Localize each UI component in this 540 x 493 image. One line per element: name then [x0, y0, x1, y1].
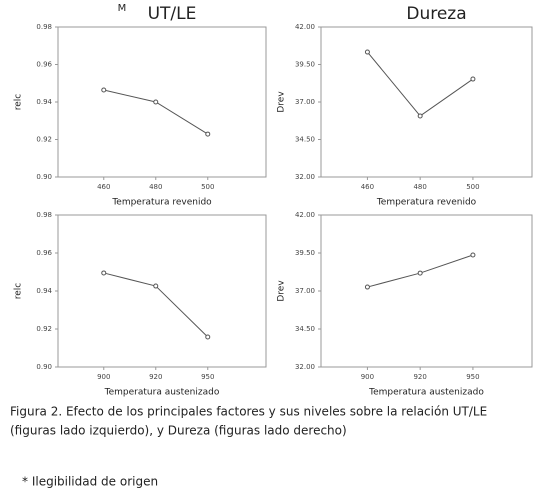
- x-tick-label: 920: [149, 373, 162, 381]
- y-tick-label: 42.00: [295, 211, 315, 219]
- y-tick-label: 32.00: [295, 363, 315, 371]
- data-point: [153, 283, 159, 289]
- data-point: [470, 252, 476, 258]
- plot-frame: [320, 26, 533, 178]
- y-tick-label: 37.00: [295, 287, 315, 295]
- y-tick-label: 0.96: [36, 249, 52, 257]
- data-point: [205, 131, 211, 137]
- x-tick-label: 950: [201, 373, 214, 381]
- note: * Ilegibilidad de origen: [22, 475, 158, 489]
- x-axis-label: Temperatura austenizado: [104, 388, 220, 398]
- plot-frame: [320, 214, 533, 368]
- x-tick-label: 950: [466, 373, 479, 381]
- y-tick-label: 34.50: [295, 136, 315, 144]
- y-tick-label: 0.92: [36, 136, 52, 144]
- data-line: [103, 89, 209, 135]
- plot-frame: [57, 26, 267, 178]
- y-tick-label: 34.50: [295, 325, 315, 333]
- y-axis-label: relc: [14, 283, 24, 300]
- data-point: [470, 76, 476, 82]
- x-axis-label: Temperatura austenizado: [368, 388, 484, 398]
- y-tick-label: 0.90: [36, 363, 52, 371]
- caption-line: Figura 2. Efecto de los principales fact…: [10, 405, 487, 419]
- x-axis-label: Temperatura revenido: [111, 198, 212, 208]
- data-point: [205, 334, 211, 340]
- data-line: [103, 272, 209, 338]
- x-tick-label: 460: [361, 183, 374, 191]
- y-tick-label: 0.98: [36, 23, 52, 31]
- x-tick-label: 480: [413, 183, 426, 191]
- x-tick-label: 500: [466, 183, 479, 191]
- plot-frame: [57, 214, 267, 368]
- y-axis-label: Drev: [277, 91, 287, 113]
- y-tick-label: 0.98: [36, 211, 52, 219]
- y-tick-label: 0.94: [36, 287, 52, 295]
- data-line: [367, 51, 474, 117]
- caption-line: (figuras lado izquierdo), y Dureza (figu…: [10, 424, 347, 438]
- chart-title: Dureza: [406, 4, 466, 24]
- y-tick-label: 0.90: [36, 173, 52, 181]
- y-tick-label: 32.00: [295, 173, 315, 181]
- data-point: [364, 49, 370, 55]
- data-point: [364, 284, 370, 290]
- x-tick-label: 460: [97, 183, 110, 191]
- y-tick-label: 0.96: [36, 61, 52, 69]
- chart-title: UT/LE: [148, 4, 197, 24]
- y-tick-label: 42.00: [295, 23, 315, 31]
- x-tick-label: 480: [149, 183, 162, 191]
- y-axis-label: relc: [14, 94, 24, 111]
- data-point: [153, 99, 159, 105]
- x-axis-label: Temperatura revenido: [376, 198, 477, 208]
- data-point: [101, 87, 107, 93]
- y-tick-label: 0.92: [36, 325, 52, 333]
- data-point: [417, 270, 423, 276]
- y-tick-label: 0.94: [36, 98, 52, 106]
- data-point: [101, 270, 107, 276]
- y-axis-label: Drev: [277, 280, 287, 302]
- y-tick-label: 39.50: [295, 61, 315, 69]
- x-tick-label: 900: [97, 373, 110, 381]
- x-tick-label: 920: [413, 373, 426, 381]
- data-point: [417, 113, 423, 119]
- x-tick-label: 500: [201, 183, 214, 191]
- y-tick-label: 37.00: [295, 98, 315, 106]
- x-tick-label: 900: [361, 373, 374, 381]
- y-tick-label: 39.50: [295, 249, 315, 257]
- title-prefix: M: [118, 3, 127, 14]
